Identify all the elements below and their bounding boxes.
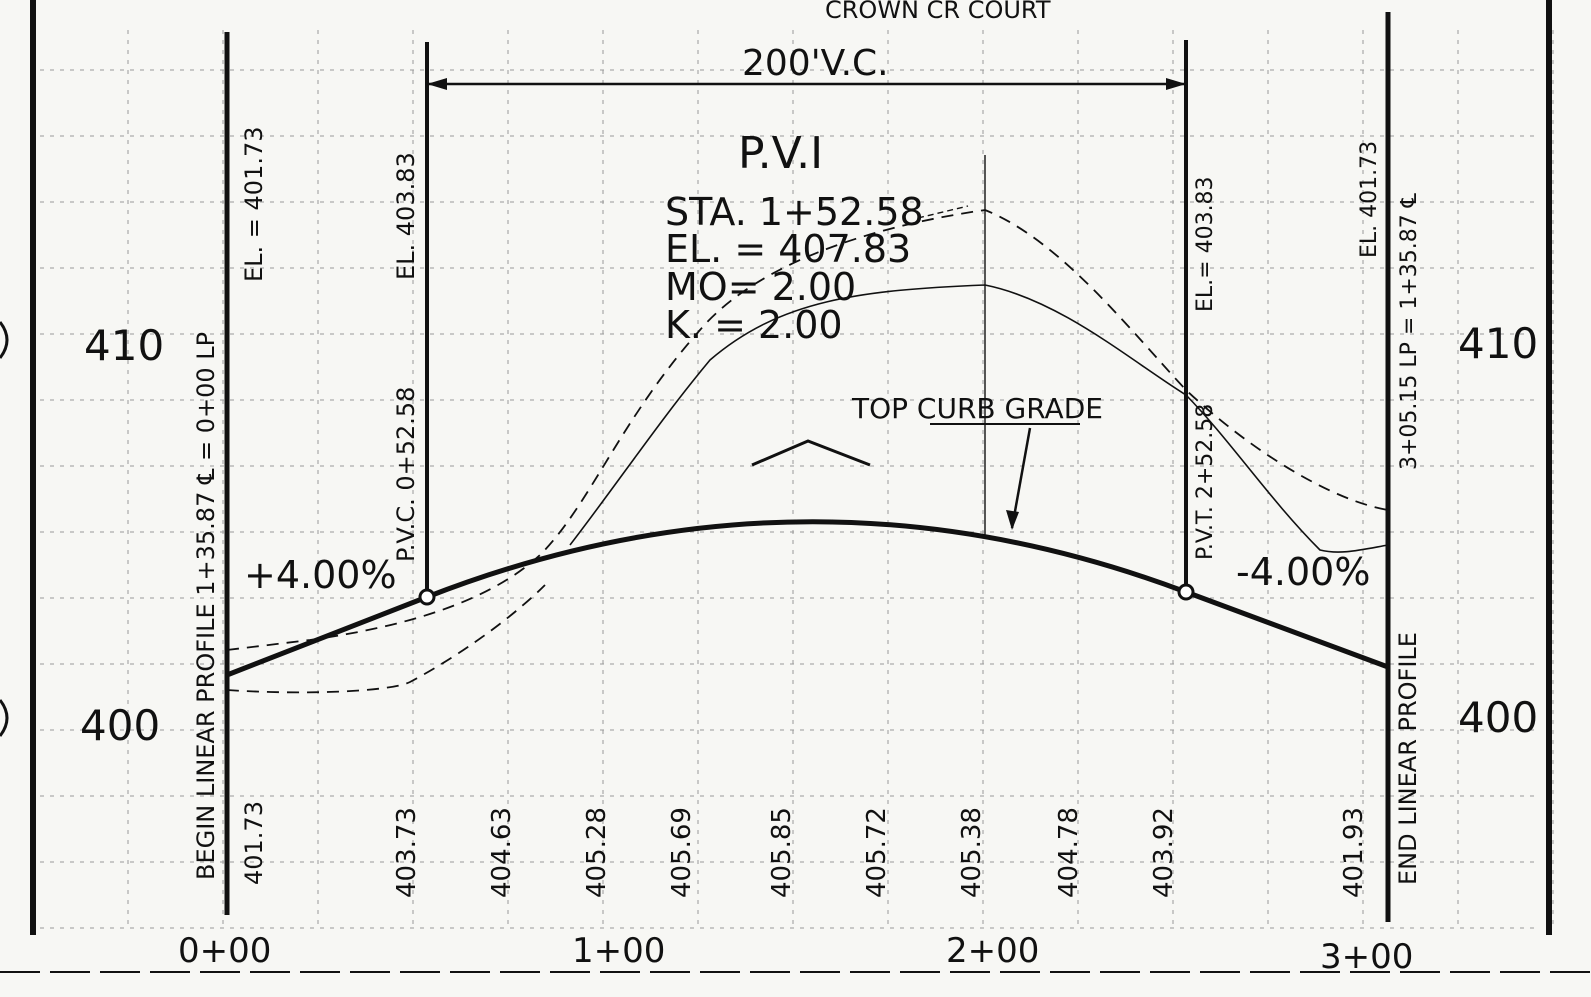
pvi-station: STA. 1+52.58 [665,190,924,234]
grade-elevation-label: 405.72 [862,807,892,898]
pvc-elevation-label: EL. 403.83 [392,152,420,280]
grade-elevation-label: 403.73 [392,807,422,898]
pvc-point [418,588,436,606]
crest-mark [751,439,871,467]
grade-elevation-labels: 403.73 404.63 405.28 405.69 405.85 405.72 405.… [392,807,1369,898]
grade-in-label: +4.00% [244,553,397,597]
vc-arrow-left [427,78,447,90]
label-leader-arrow [1006,510,1019,530]
left-edge-glyph [0,321,9,359]
station-300-label: 3+00 [1320,937,1413,977]
end-station-label: 3+05.15 LP = 1+35.87 ℄ [1397,192,1422,470]
grade-elevation-label: 405.85 [767,807,797,898]
existing-ground-dashed-line [226,584,546,694]
pvi-leader [917,205,969,219]
vc-arrow-right [1166,78,1186,90]
pvi-heading: P.V.I [738,128,823,179]
grade-elevation-label: 404.63 [487,807,517,898]
grade-elevation-label: 405.69 [667,807,697,898]
pvt-elevation-label: EL.= 403.83 [1193,176,1218,312]
grade-elevation-label: 403.92 [1149,807,1179,898]
header-title-fragment: CROWN CR COURT [825,0,1051,24]
begin-elevation-label: EL. = 401.73 [240,126,268,282]
elevation-400-left: 400 [80,701,160,750]
left-edge-glyph [0,699,9,737]
vc-label: 200'V.C. [742,43,889,84]
pvi-k-value: K. = 2.00 [665,303,843,347]
left-border-line [30,0,36,935]
station-100-label: 1+00 [572,931,665,971]
pvt-point [1177,583,1195,601]
grade-elevation-label: 404.78 [1054,807,1084,898]
top-curb-grade-line [226,519,1389,678]
right-border-line [1546,0,1552,935]
elevation-400-right: 400 [1458,693,1538,742]
grade-out-label: -4.00% [1236,550,1370,594]
grid [40,30,1554,930]
elevation-410-left: 410 [84,321,164,370]
grade-elevation-label: 405.38 [957,807,987,898]
grade-elevation-label: 405.28 [582,807,612,898]
end-elevation-label: EL. 401.73 [1357,141,1382,258]
grade-elevation-label: 401.93 [1339,807,1369,898]
top-curb-grade-label: TOP CURB GRADE [851,392,1103,425]
begin-profile-label: BEGIN LINEAR PROFILE 1+35.87 ℄ = 0+00 LP [192,332,220,880]
end-profile-label: END LINEAR PROFILE [1394,632,1422,885]
elevation-410-right: 410 [1458,319,1538,368]
pvc-station-label: P.V.C. 0+52.58 [392,387,420,562]
station-0-label: 0+00 [178,931,271,971]
station-200-label: 2+00 [946,931,1039,971]
begin-low-elevation-label: 401.73 [240,801,268,885]
original-grade-dashed-line [226,209,1389,651]
pvt-station-label: P.V.T. 2+52.58 [1193,404,1218,560]
sketch-grade-line [569,284,1389,553]
label-leader [1010,427,1032,529]
